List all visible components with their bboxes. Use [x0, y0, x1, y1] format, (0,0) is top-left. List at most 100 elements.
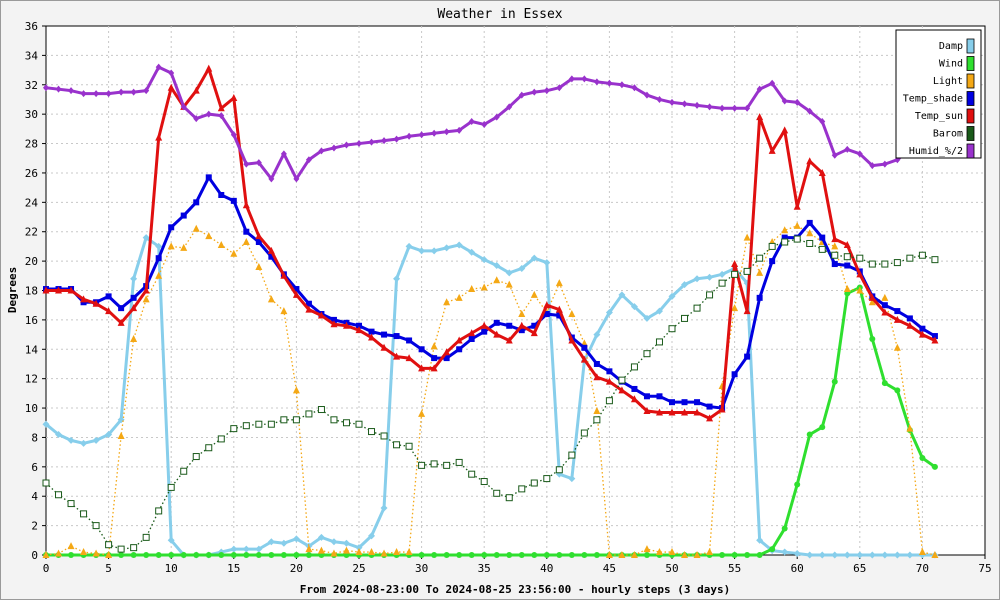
data-point — [530, 254, 538, 262]
data-point — [681, 399, 688, 406]
data-point — [555, 279, 563, 287]
data-point — [493, 262, 501, 270]
legend-swatch — [966, 143, 975, 159]
data-point — [418, 131, 425, 139]
data-point — [881, 302, 888, 309]
data-point — [893, 315, 901, 323]
data-point — [117, 545, 125, 553]
data-point — [468, 285, 476, 293]
data-point — [669, 98, 675, 106]
data-point — [342, 419, 350, 427]
data-point — [342, 546, 350, 554]
data-point — [618, 386, 626, 394]
data-point — [431, 552, 438, 558]
data-point — [406, 132, 413, 140]
data-point — [881, 308, 889, 316]
data-point — [393, 548, 401, 556]
data-point — [819, 118, 826, 126]
data-point — [868, 551, 876, 559]
data-point — [42, 286, 50, 294]
data-point — [205, 174, 212, 181]
y-tick-label: 14 — [25, 343, 39, 356]
data-point — [919, 455, 926, 462]
data-point — [543, 301, 551, 309]
data-point — [668, 292, 676, 300]
data-point — [806, 219, 813, 226]
y-tick-label: 18 — [25, 285, 38, 298]
x-tick-label: 50 — [665, 562, 678, 575]
data-point — [92, 522, 100, 530]
data-point — [480, 283, 488, 291]
data-point — [868, 260, 876, 268]
data-point — [55, 431, 63, 439]
data-point — [431, 129, 438, 137]
data-point — [618, 291, 626, 299]
data-point — [292, 535, 300, 543]
data-point — [793, 550, 801, 558]
data-point — [243, 228, 250, 235]
y-tick-label: 30 — [25, 108, 38, 121]
data-point — [493, 276, 501, 284]
data-point — [506, 552, 513, 558]
data-point — [380, 504, 388, 512]
data-point — [167, 83, 175, 91]
data-point — [130, 552, 137, 558]
data-point — [268, 175, 275, 183]
data-point — [430, 247, 438, 255]
x-tick-label: 55 — [728, 562, 741, 575]
data-point — [368, 548, 376, 556]
data-point — [268, 552, 275, 558]
data-point — [868, 298, 876, 306]
data-point — [155, 133, 163, 141]
data-point — [655, 307, 663, 315]
data-point — [506, 322, 513, 329]
data-point — [168, 69, 175, 77]
data-point — [931, 333, 938, 340]
data-point — [117, 431, 125, 439]
data-point — [681, 408, 689, 416]
data-point — [531, 88, 538, 96]
data-point — [167, 242, 175, 250]
data-point — [431, 355, 438, 362]
data-point — [668, 548, 676, 556]
data-point — [580, 355, 588, 363]
data-point — [555, 305, 563, 313]
data-point — [894, 387, 901, 394]
legend-label: Temp_shade — [903, 94, 963, 105]
x-tick-label: 40 — [540, 562, 553, 575]
x-tick-label: 60 — [791, 562, 804, 575]
data-point — [931, 256, 939, 264]
data-point — [118, 88, 125, 96]
data-point — [693, 275, 701, 283]
data-point — [293, 552, 300, 558]
series-line — [45, 225, 936, 556]
data-point — [255, 545, 263, 553]
data-point — [505, 280, 513, 288]
data-point — [856, 551, 864, 559]
data-point — [143, 87, 150, 95]
data-point — [894, 308, 901, 315]
data-point — [468, 329, 476, 337]
legend-swatch — [966, 108, 975, 124]
data-point — [869, 335, 876, 342]
data-point — [480, 321, 488, 329]
data-point — [355, 548, 363, 556]
data-point — [217, 104, 225, 112]
data-point — [42, 551, 50, 558]
data-point — [155, 255, 162, 262]
data-point — [393, 333, 400, 340]
legend-swatch — [966, 73, 975, 89]
data-point — [468, 248, 476, 256]
data-point — [192, 224, 200, 232]
data-point — [781, 548, 789, 556]
data-point — [167, 483, 175, 491]
data-point — [593, 552, 600, 558]
data-point — [243, 160, 250, 168]
data-point — [718, 405, 726, 413]
data-point — [568, 552, 575, 558]
data-point — [818, 551, 826, 559]
data-point — [218, 552, 225, 558]
data-point — [531, 322, 538, 329]
data-point — [793, 221, 801, 229]
data-point — [418, 552, 425, 558]
